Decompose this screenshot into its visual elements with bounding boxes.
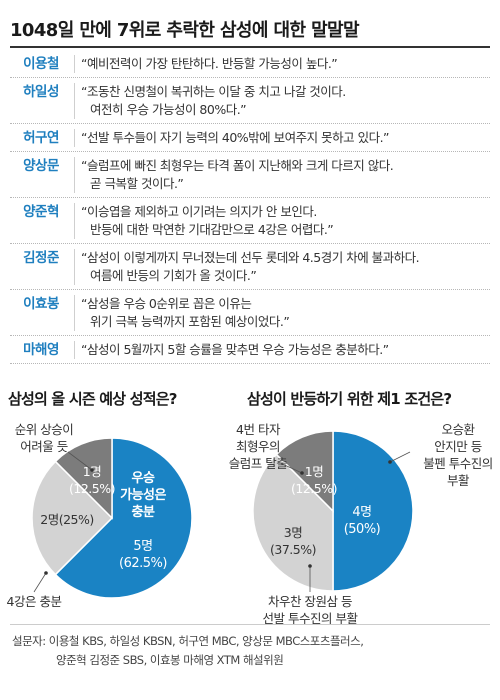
source-line: 양준혁 김정준 SBS, 이효봉 마해영 XTM 해설위원 xyxy=(56,653,284,667)
row-separator xyxy=(74,203,75,239)
quote-line: “슬럼프에 빠진 최형우는 타격 폼이 지난해와 크게 다르지 않다. xyxy=(81,158,394,173)
chart2-title: 삼성이 반등하기 위한 제1 조건은? xyxy=(247,390,452,408)
row-separator xyxy=(74,55,75,73)
comment-row: 김정준 “삼성이 이렇게까지 무너졌는데 선두 롯데와 4.5경기 차에 불과하… xyxy=(10,244,490,290)
comment-quote: “삼성이 5월까지 5할 승률을 맞추면 우승 가능성은 충분하다.” xyxy=(81,341,490,359)
comment-quote: “이승엽을 제외하고 이기려는 의지가 안 보인다. 반등에 대한 막연한 기대… xyxy=(81,203,490,239)
chart2-leader-line xyxy=(389,451,411,463)
chart2-value-label: 3명 (37.5%) xyxy=(270,525,316,557)
chart2-slice-1 xyxy=(252,453,334,592)
chart1-slice-2 xyxy=(54,437,113,520)
commentator-name: 이용철 xyxy=(23,56,59,72)
comment-quote: “예비전력이 가장 탄탄하다. 반등할 가능성이 높다.” xyxy=(81,55,490,73)
comment-row: 이효봉 “삼성을 우승 0순위로 꼽은 이유는 위기 극복 능력까지 포함된 예… xyxy=(10,290,490,336)
page-title: 1048일 만에 7위로 추락한 삼성에 대한 말말말 xyxy=(10,20,360,41)
comment-row: 허구연 “선발 투수들이 자기 능력의 40%밖에 보여주지 못하고 있다.” xyxy=(10,124,490,152)
quote-line: “삼성이 5월까지 5할 승률을 맞추면 우승 가능성은 충분하다.” xyxy=(81,342,389,357)
quote-line: 여름에 반등의 기회가 올 것이다.” xyxy=(90,268,257,283)
chart2-callout: 오승환 안지만 등 불펜 투수진의 부활 xyxy=(423,422,492,488)
source-note: 설문자: 이용철 KBS, 하일성 KBSN, 허구연 MBC, 양상문 MBC… xyxy=(12,632,364,670)
chart1-title: 삼성의 올 시즌 예상 성적은? xyxy=(8,390,177,408)
comment-quote: “삼성을 우승 0순위로 꼽은 이유는 위기 극복 능력까지 포함된 예상이었다… xyxy=(81,295,490,331)
chart2-value-label: 4명 (50%) xyxy=(344,505,381,537)
chart2-leader-line xyxy=(277,461,303,474)
footer-divider xyxy=(10,624,490,625)
row-separator xyxy=(74,295,75,331)
comment-row: 마해영 “삼성이 5월까지 5할 승률을 맞추면 우승 가능성은 충분하다.” xyxy=(10,336,490,364)
comment-quote: “삼성이 이렇게까지 무너졌는데 선두 롯데와 4.5경기 차에 불과하다. 여… xyxy=(81,249,490,285)
comment-list: 이용철 “예비전력이 가장 탄탄하다. 반등할 가능성이 높다.” 하일성 “조… xyxy=(10,50,490,364)
quote-line: 곧 극복할 것이다.” xyxy=(90,176,184,191)
commentator-name: 양준혁 xyxy=(23,204,59,220)
chart1-slice-label: 우승 가능성은 충분 xyxy=(120,471,166,520)
chart2-leader-dot xyxy=(388,460,392,464)
chart2-slice-0 xyxy=(332,430,414,592)
title-divider xyxy=(10,46,490,48)
quote-line: 위기 극복 능력까지 포함된 예상이었다.” xyxy=(90,314,290,329)
source-line: 설문자: 이용철 KBS, 하일성 KBSN, 허구연 MBC, 양상문 MBC… xyxy=(12,634,364,648)
quote-line: “삼성을 우승 0순위로 꼽은 이유는 xyxy=(81,296,252,311)
chart1-slice-1 xyxy=(31,460,114,576)
comment-row: 양준혁 “이승엽을 제외하고 이기려는 의지가 안 보인다. 반등에 대한 막연… xyxy=(10,198,490,244)
commentator-name: 이효봉 xyxy=(23,296,59,312)
chart2-callout: 4번 타자 최형우의 슬럼프 탈출 xyxy=(229,422,287,471)
chart1-leader-dot xyxy=(44,571,48,575)
comment-row: 하일성 “조동찬 신명철이 복귀하는 이달 중 치고 나갈 것이다. 여전히 우… xyxy=(10,78,490,124)
commentator-name: 허구연 xyxy=(23,130,59,146)
row-separator xyxy=(74,129,75,147)
chart2-leader-dot xyxy=(300,471,304,475)
quote-line: “조동찬 신명철이 복귀하는 이달 중 치고 나갈 것이다. xyxy=(81,84,346,99)
row-separator xyxy=(74,341,75,359)
commentator-name: 김정준 xyxy=(23,250,59,266)
row-separator xyxy=(74,83,75,119)
quote-line: “선발 투수들이 자기 능력의 40%밖에 보여주지 못하고 있다.” xyxy=(81,130,390,145)
commentator-name: 양상문 xyxy=(23,158,59,174)
chart1-callout: 순위 상승이 어려울 듯 xyxy=(15,422,73,454)
commentator-name: 하일성 xyxy=(23,84,59,100)
comment-row: 양상문 “슬럼프에 빠진 최형우는 타격 폼이 지난해와 크게 다르지 않다. … xyxy=(10,152,490,198)
chart1-leader-line xyxy=(33,572,47,593)
chart2-value-label: 1명 (12.5%) xyxy=(291,464,337,496)
quote-line: 여전히 우승 가능성이 80%다.” xyxy=(90,102,247,117)
chart2-leader-dot xyxy=(308,564,312,568)
comment-quote: “선발 투수들이 자기 능력의 40%밖에 보여주지 못하고 있다.” xyxy=(81,129,490,147)
quote-line: 반등에 대한 막연한 기대감만으로 4강은 어렵다.” xyxy=(90,222,334,237)
quote-line: “삼성이 이렇게까지 무너졌는데 선두 롯데와 4.5경기 차에 불과하다. xyxy=(81,250,420,265)
comment-row: 이용철 “예비전력이 가장 탄탄하다. 반등할 가능성이 높다.” xyxy=(10,50,490,78)
chart1-leader-dot xyxy=(90,468,94,472)
chart1-leader-line xyxy=(67,451,93,471)
chart2-slice-2 xyxy=(275,430,334,513)
chart1-value-label: 5명 (62.5%) xyxy=(119,539,167,571)
quote-line: “예비전력이 가장 탄탄하다. 반등할 가능성이 높다.” xyxy=(81,56,338,71)
quote-line: “이승엽을 제외하고 이기려는 의지가 안 보인다. xyxy=(81,204,317,219)
row-separator xyxy=(74,249,75,285)
commentator-name: 마해영 xyxy=(23,342,59,358)
comment-quote: “슬럼프에 빠진 최형우는 타격 폼이 지난해와 크게 다르지 않다. 곧 극복… xyxy=(81,157,490,193)
chart2-callout: 차우찬 장원삼 등 선발 투수진의 부활 xyxy=(263,594,359,626)
chart1-slice-0 xyxy=(54,437,193,599)
row-separator xyxy=(74,157,75,193)
chart1-callout: 4강은 충분 xyxy=(7,594,62,609)
comment-quote: “조동찬 신명철이 복귀하는 이달 중 치고 나갈 것이다. 여전히 우승 가능… xyxy=(81,83,490,119)
chart1-value-label: 2명(25%) xyxy=(40,512,94,527)
